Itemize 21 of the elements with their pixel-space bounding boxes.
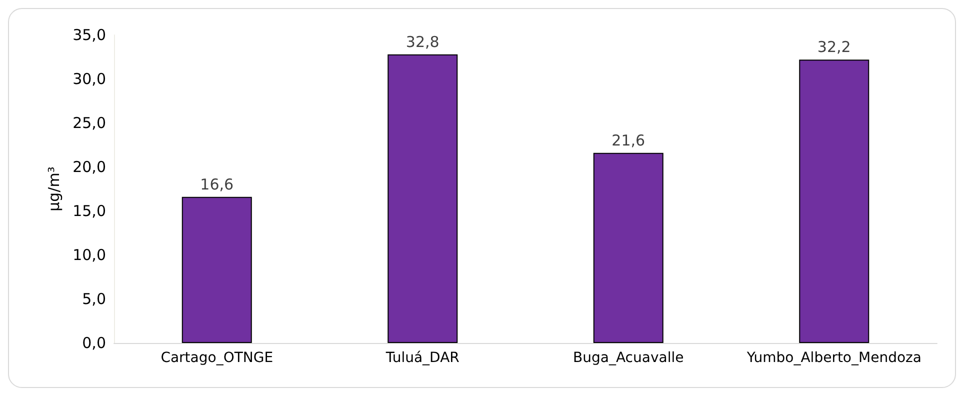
x-tick-label: Cartago_OTNGE (160, 350, 274, 366)
bar (182, 196, 252, 343)
data-label: 16,6 (200, 175, 234, 194)
y-tick-label: 20,0 (72, 158, 106, 176)
y-tick-label: 5,0 (82, 290, 106, 308)
y-tick-label: 15,0 (72, 202, 106, 220)
x-tick-label: Yumbo_Alberto_Mendoza (746, 350, 922, 366)
x-tick-label: Buga_Acuavalle (573, 350, 684, 366)
data-label: 32,8 (406, 32, 440, 51)
bar (799, 60, 870, 343)
y-axis-title: µg/m³ (45, 166, 64, 212)
bar (388, 54, 458, 343)
y-tick-label: 35,0 (72, 26, 106, 44)
y-tick-label: 30,0 (72, 70, 106, 88)
data-label: 21,6 (612, 131, 646, 150)
data-label: 32,2 (817, 38, 851, 56)
y-tick-label: 0,0 (82, 334, 106, 352)
y-tick-label: 10,0 (72, 246, 106, 264)
x-tick-label: Tuluá_DAR (384, 350, 460, 366)
y-tick-label: 25,0 (72, 114, 106, 132)
bar (593, 152, 664, 343)
